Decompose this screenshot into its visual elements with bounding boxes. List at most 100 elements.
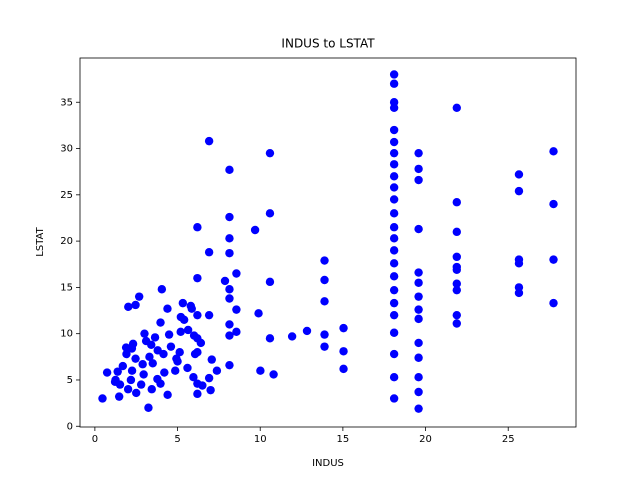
point [452,227,461,237]
point [414,164,423,174]
point [452,103,461,113]
point [113,367,122,376]
point [389,349,399,359]
point [339,347,348,356]
point [232,269,241,278]
point [414,292,423,301]
point [225,285,234,294]
point [452,310,461,320]
point [339,323,348,333]
x-tick-label: 15 [337,434,350,445]
point [452,198,461,207]
point [414,314,423,324]
point [414,268,423,277]
x-tick-label: 5 [174,434,180,445]
point [118,361,128,371]
point [115,380,125,389]
point [175,348,184,357]
point [122,349,131,359]
point [128,339,138,349]
point [124,302,133,312]
y-tick-label: 20 [60,236,73,247]
point [452,252,461,262]
point [193,223,202,232]
point [153,346,162,355]
point [225,234,234,243]
point [232,327,241,337]
point [389,223,399,232]
point [204,310,214,320]
point [287,332,297,341]
point [389,328,399,337]
point [145,352,154,362]
point [102,368,112,377]
point [147,385,156,394]
point [160,368,169,377]
point [265,148,275,158]
point [414,338,423,348]
point [204,136,214,146]
point [389,285,399,295]
point [265,277,275,287]
point [183,325,193,335]
point [389,209,399,218]
point [389,79,399,88]
point [549,298,558,308]
point [389,259,399,268]
point [225,212,234,222]
point [156,379,165,388]
point [320,256,329,265]
point [514,170,524,179]
point [193,348,202,357]
point [114,392,124,401]
y-tick-label: 35 [60,97,73,108]
point [414,387,423,397]
point [414,175,423,185]
point [98,394,107,403]
point [549,255,558,264]
point [389,298,399,308]
point [193,273,202,283]
point [138,360,147,369]
y-axis-label: LSTAT [35,226,46,256]
point [389,234,399,243]
point [198,381,207,390]
point [136,380,146,389]
point [173,357,182,366]
point [164,330,174,339]
point [178,298,188,308]
point [176,312,186,322]
point [171,366,180,375]
point [225,320,234,329]
point [150,333,160,342]
point [256,366,265,375]
x-axis-label: INDUS [312,458,344,469]
point [269,370,278,379]
point [414,224,423,234]
point [127,366,137,375]
point [452,262,461,272]
point [549,147,558,156]
y-tick-label: 0 [67,421,73,432]
point [414,305,423,314]
point [414,353,423,362]
point [514,283,524,292]
point [514,186,524,196]
point [193,389,202,399]
point [389,372,399,382]
point [452,279,461,288]
point [204,373,214,383]
point [320,297,329,306]
point [320,275,329,285]
point [225,165,234,175]
point [514,255,524,264]
x-tick-label: 25 [502,434,515,445]
point [183,363,192,373]
x-tick-label: 10 [254,434,267,445]
point [414,148,423,158]
point [254,309,263,318]
point [166,342,176,351]
y-tick-label: 10 [60,329,73,340]
point [189,331,199,340]
